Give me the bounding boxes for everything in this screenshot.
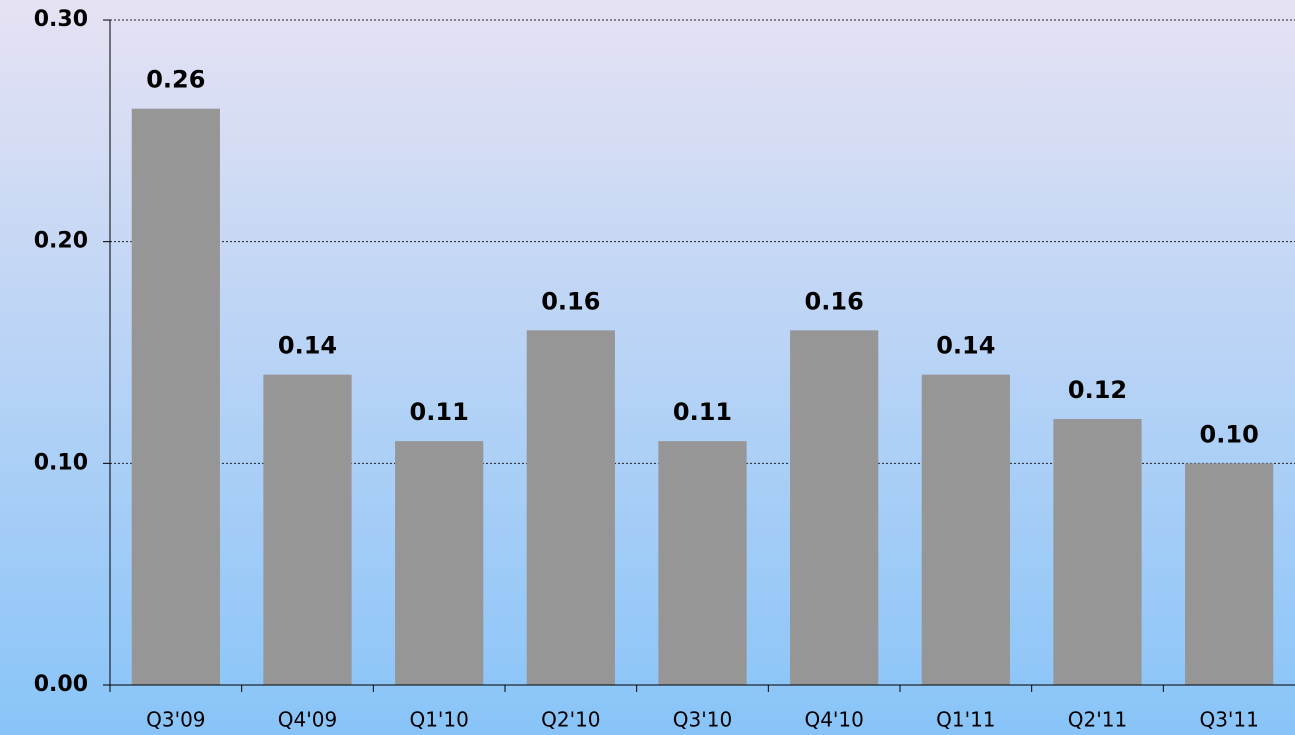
y-tick-label: 0.30 <box>34 7 88 32</box>
bar <box>921 374 1010 685</box>
x-tick-label: Q2'10 <box>541 708 600 732</box>
x-tick-label: Q3'09 <box>146 708 205 732</box>
value-label: 0.10 <box>1200 420 1259 448</box>
x-tick-label: Q1'11 <box>936 708 995 732</box>
x-tick-label: Q1'10 <box>409 708 468 732</box>
bar <box>526 330 615 685</box>
value-label: 0.14 <box>936 332 995 360</box>
bar <box>263 374 352 685</box>
x-tick-label: Q4'10 <box>804 708 863 732</box>
y-tick-label: 0.00 <box>34 672 88 697</box>
bar <box>658 441 747 685</box>
bar <box>395 441 484 685</box>
value-label: 0.16 <box>541 287 600 315</box>
value-label: 0.26 <box>146 66 205 94</box>
x-tick-label: Q4'09 <box>278 708 337 732</box>
y-tick-label: 0.10 <box>34 450 88 475</box>
bar <box>1185 463 1274 685</box>
value-label: 0.16 <box>805 287 864 315</box>
x-tick-label: Q3'11 <box>1199 708 1258 732</box>
value-label: 0.11 <box>673 398 732 426</box>
y-tick-label: 0.20 <box>34 229 88 254</box>
bar <box>790 330 879 685</box>
bar <box>131 108 220 685</box>
value-label: 0.14 <box>278 332 337 360</box>
bar <box>1053 419 1142 685</box>
value-label: 0.11 <box>410 398 469 426</box>
value-label: 0.12 <box>1068 376 1127 404</box>
x-tick-label: Q2'11 <box>1068 708 1127 732</box>
x-tick-label: Q3'10 <box>673 708 732 732</box>
